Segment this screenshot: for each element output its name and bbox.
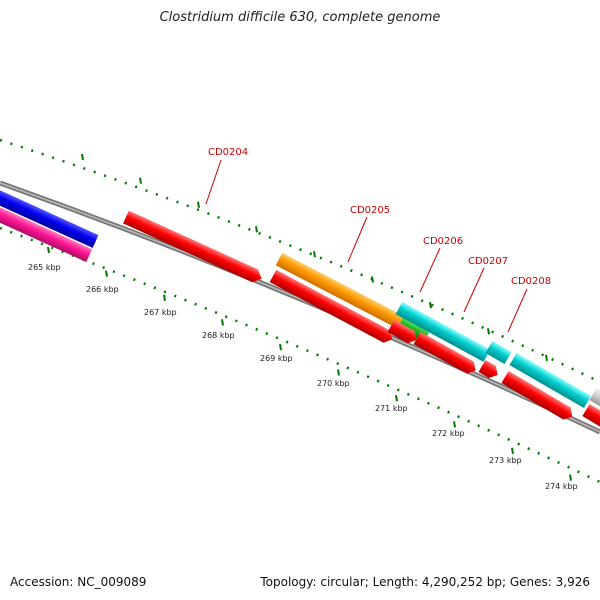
inner-major-tick-4 xyxy=(279,344,282,351)
outer-major-tick-2 xyxy=(197,201,200,208)
outer-major-tick-7 xyxy=(487,328,490,335)
gene-feature-red-2[interactable] xyxy=(387,319,420,346)
inner-major-tick-8 xyxy=(511,447,514,454)
gene-feature-red-1[interactable] xyxy=(269,269,396,346)
gene-feature-red-5[interactable] xyxy=(501,370,575,423)
gene-feature-red-6[interactable] xyxy=(582,403,600,432)
inner-major-tick-1 xyxy=(105,270,108,277)
ruler-label-265: 265 kbp xyxy=(28,263,61,272)
gene-feature-gray[interactable] xyxy=(589,387,600,411)
gene-feature-red-4[interactable] xyxy=(478,359,502,381)
outer-major-tick-1 xyxy=(139,177,142,184)
inner-major-tick-2 xyxy=(163,294,166,301)
inner-major-tick-7 xyxy=(453,421,456,428)
ruler-label-274: 274 kbp xyxy=(545,482,578,491)
outer-major-tick-4 xyxy=(313,251,316,258)
gene-feature-CD0205[interactable] xyxy=(275,252,404,329)
leader-line-CD0204 xyxy=(205,159,222,205)
map-title: Clostridium difficile 630, complete geno… xyxy=(159,10,441,25)
ruler-label-268: 268 kbp xyxy=(202,331,235,340)
ruler-label-272: 272 kbp xyxy=(432,429,465,438)
gene-label-CD0207[interactable]: CD0207 xyxy=(468,256,508,267)
genome-backbone xyxy=(0,180,600,435)
gene-label-CD0208[interactable]: CD0208 xyxy=(511,276,551,287)
inner-major-tick-3 xyxy=(221,319,224,326)
inner-major-tick-0 xyxy=(47,246,50,254)
outer-major-tick-8 xyxy=(545,354,548,361)
inner-major-tick-6 xyxy=(395,395,398,402)
outer-major-tick-3 xyxy=(255,226,258,233)
accession-label: Accession: NC_009089 xyxy=(10,575,147,589)
inner-major-tick-5 xyxy=(337,369,340,376)
gene-feature-CD0208[interactable] xyxy=(509,352,591,409)
gene-label-CD0206[interactable]: CD0206 xyxy=(423,236,463,247)
gene-feature-magenta[interactable] xyxy=(0,200,93,263)
ruler-label-267: 267 kbp xyxy=(144,308,177,317)
genome-summary: Topology: circular; Length: 4,290,252 bp… xyxy=(260,575,590,589)
gene-feature-CD0207[interactable] xyxy=(485,340,512,365)
ruler-label-273: 273 kbp xyxy=(489,456,522,465)
outer-major-tick-5 xyxy=(371,276,374,283)
leader-line-CD0206 xyxy=(419,247,441,293)
outer-major-tick-6 xyxy=(429,302,432,309)
genome-backbone-highlight xyxy=(0,182,600,433)
ruler-label-266: 266 kbp xyxy=(86,285,119,294)
ruler-label-269: 269 kbp xyxy=(260,354,293,363)
inner-major-tick-9 xyxy=(569,474,572,481)
leader-line-CD0207 xyxy=(463,267,485,313)
gene-feature-CD0206[interactable] xyxy=(395,301,491,362)
gene-feature-CD0204[interactable] xyxy=(123,210,264,286)
gene-feature-red-3[interactable] xyxy=(413,331,479,377)
outer-major-tick-0 xyxy=(81,153,84,161)
leader-line-CD0208 xyxy=(507,288,528,333)
gene-feature-blue[interactable] xyxy=(0,183,99,248)
gene-label-CD0204[interactable]: CD0204 xyxy=(208,147,248,158)
gene-label-CD0205[interactable]: CD0205 xyxy=(350,205,390,216)
ruler-label-271: 271 kbp xyxy=(375,404,408,413)
outer-tick-track xyxy=(0,138,600,384)
ruler-label-270: 270 kbp xyxy=(317,379,350,388)
leader-line-CD0205 xyxy=(347,216,368,263)
